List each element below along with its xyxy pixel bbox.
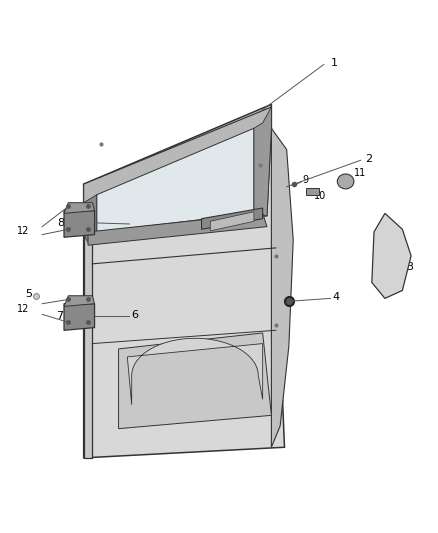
- Polygon shape: [306, 188, 319, 195]
- Polygon shape: [272, 128, 293, 447]
- Polygon shape: [64, 304, 95, 330]
- Polygon shape: [84, 128, 285, 458]
- Text: 7: 7: [56, 311, 63, 321]
- Text: 6: 6: [131, 218, 138, 228]
- Text: 2: 2: [365, 154, 372, 164]
- Ellipse shape: [337, 174, 354, 189]
- Polygon shape: [84, 107, 272, 232]
- Polygon shape: [84, 195, 97, 243]
- Polygon shape: [64, 296, 95, 306]
- Polygon shape: [97, 128, 254, 232]
- Polygon shape: [254, 107, 272, 216]
- Polygon shape: [201, 208, 263, 229]
- Polygon shape: [64, 211, 95, 237]
- Polygon shape: [88, 213, 267, 245]
- Polygon shape: [84, 104, 272, 203]
- Text: 1: 1: [330, 59, 337, 68]
- Text: 3: 3: [406, 262, 413, 271]
- Polygon shape: [127, 338, 263, 405]
- Polygon shape: [119, 333, 272, 429]
- Text: 11: 11: [354, 168, 367, 179]
- Polygon shape: [372, 213, 411, 298]
- Polygon shape: [64, 203, 95, 213]
- Text: 10: 10: [314, 191, 326, 201]
- Polygon shape: [84, 203, 92, 458]
- Text: 9: 9: [302, 175, 308, 185]
- Text: 12: 12: [17, 304, 30, 314]
- Text: 6: 6: [131, 310, 138, 320]
- Text: 8: 8: [57, 218, 64, 228]
- Text: 12: 12: [17, 226, 30, 236]
- Polygon shape: [210, 212, 254, 231]
- Text: 4: 4: [332, 292, 339, 302]
- Text: 5: 5: [25, 289, 32, 299]
